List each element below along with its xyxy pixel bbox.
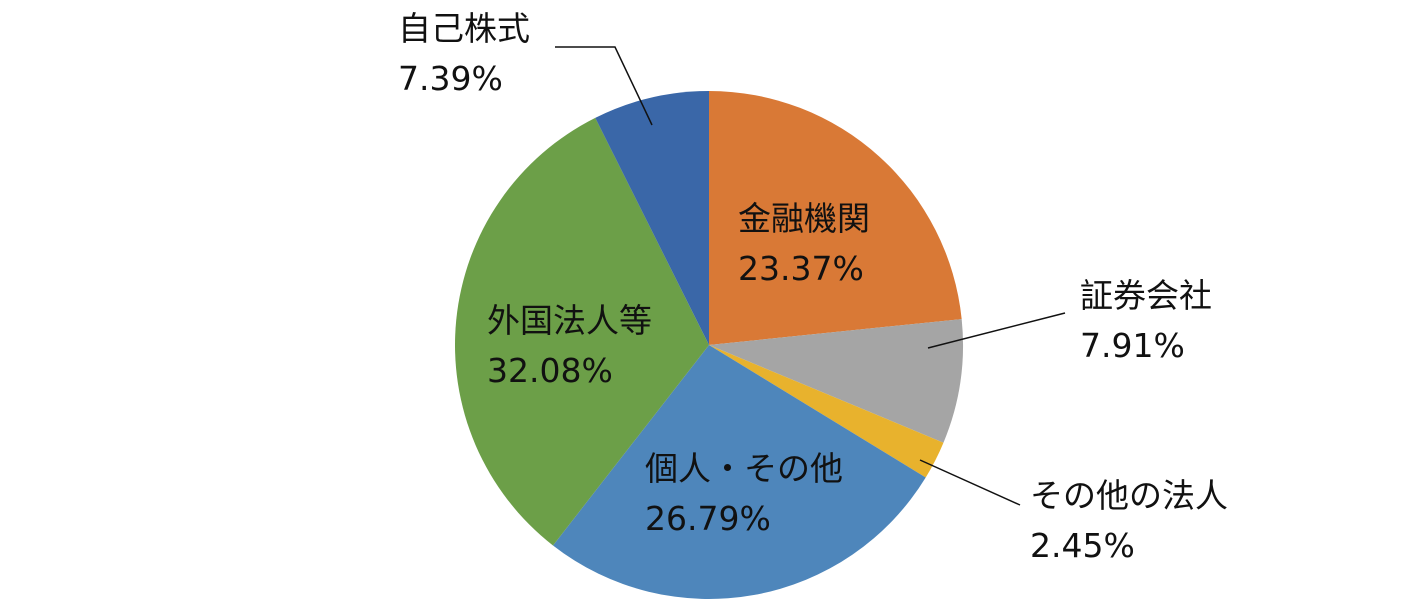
value-label: 23.37% [738, 249, 864, 288]
slice-label: 自己株式 [398, 9, 530, 48]
leader-line [927, 312, 1066, 349]
value-label: 2.45% [1030, 526, 1135, 565]
slice-label: その他の法人 [1030, 476, 1228, 515]
pie-slice [455, 117, 709, 546]
leader-line [919, 459, 1021, 506]
pie-slice [709, 345, 944, 478]
value-label: 7.39% [398, 59, 503, 98]
value-label: 7.91% [1080, 326, 1185, 365]
pie-slice [595, 91, 709, 345]
pie-slice [709, 319, 963, 443]
slice-label: 個人・その他 [645, 449, 843, 488]
value-label: 32.08% [487, 351, 613, 390]
slice-label: 外国法人等 [487, 301, 652, 340]
leader-line [555, 46, 653, 126]
value-label: 26.79% [645, 499, 771, 538]
slice-label: 金融機関 [738, 199, 870, 238]
pie-slice [552, 345, 926, 599]
pie-slice [709, 91, 962, 345]
slice-label: 証券会社 [1080, 276, 1212, 315]
